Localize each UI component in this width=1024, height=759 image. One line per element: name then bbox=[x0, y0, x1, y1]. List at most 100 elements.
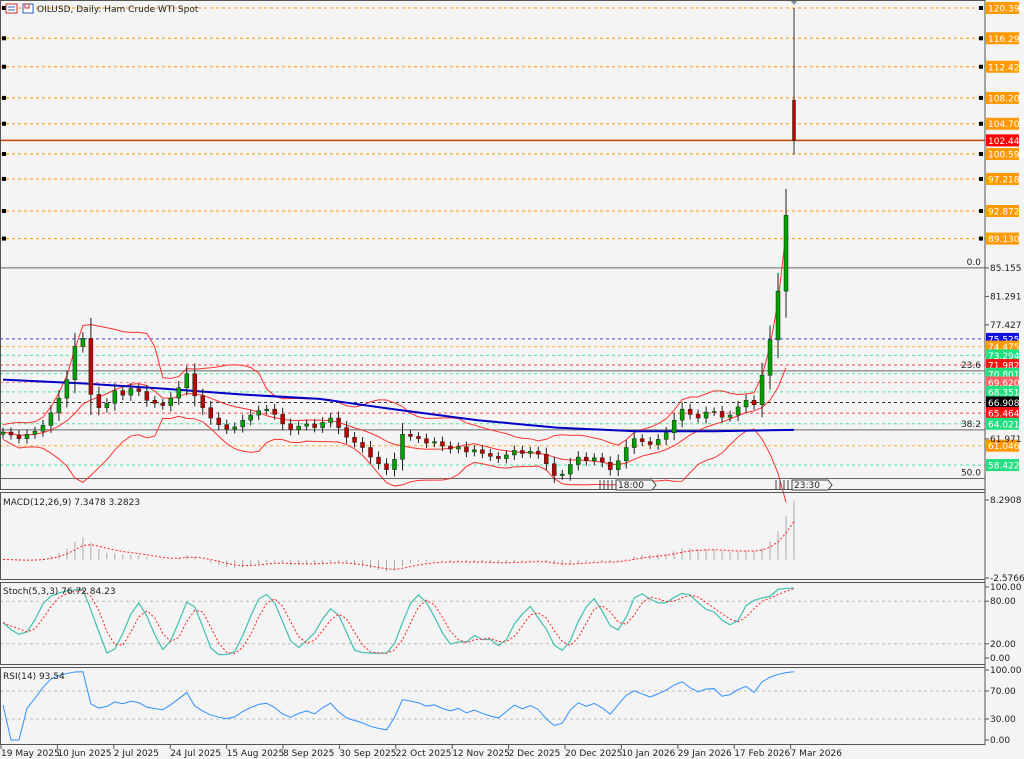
level-handle[interactable] bbox=[2, 236, 6, 241]
rsi-label: RSI(14) 93.54 bbox=[3, 672, 65, 682]
level-price-label: 71.982 bbox=[988, 362, 1020, 372]
candle bbox=[647, 437, 653, 450]
level-handle[interactable] bbox=[2, 152, 6, 157]
candle bbox=[655, 434, 661, 450]
candle bbox=[320, 417, 325, 433]
time-tick-label: 8 Sep 2025 bbox=[283, 749, 334, 759]
time-tick-label: 17 Feb 2026 bbox=[734, 749, 790, 759]
candle bbox=[759, 362, 765, 418]
level-handle[interactable] bbox=[979, 95, 983, 100]
level-price-label: 68.351 bbox=[988, 388, 1020, 398]
candle bbox=[336, 411, 341, 435]
session-marker bbox=[615, 479, 657, 491]
level-handle[interactable] bbox=[979, 152, 983, 157]
menu-icon[interactable] bbox=[5, 3, 18, 14]
candle bbox=[599, 452, 605, 468]
level-price-label: 108.203 bbox=[988, 94, 1024, 104]
level-price-label: 69.620 bbox=[988, 379, 1020, 389]
template-icon[interactable] bbox=[22, 3, 34, 14]
candle bbox=[536, 446, 541, 459]
level-handle[interactable] bbox=[979, 176, 983, 181]
candle bbox=[248, 409, 253, 426]
candle bbox=[168, 392, 174, 412]
candle bbox=[703, 406, 709, 424]
candle bbox=[663, 427, 669, 446]
candle bbox=[200, 388, 205, 415]
stochastic-tick-label: 0.00 bbox=[990, 654, 1010, 664]
candle bbox=[96, 386, 102, 416]
candle bbox=[456, 442, 461, 454]
price-tick-label: 61.971 bbox=[990, 435, 1022, 445]
price-series bbox=[0, 0, 798, 503]
level-price-label: 116.292 bbox=[988, 35, 1024, 45]
time-tick-label: 7 Mar 2026 bbox=[791, 749, 843, 759]
fibonacci-label: 23.6 bbox=[961, 361, 981, 371]
candle bbox=[368, 440, 373, 464]
level-handle[interactable] bbox=[979, 208, 983, 213]
candle bbox=[56, 389, 62, 421]
level-handle[interactable] bbox=[979, 64, 983, 69]
candle bbox=[472, 445, 477, 457]
candle bbox=[120, 385, 126, 401]
candle bbox=[272, 403, 277, 420]
time-tick-label: 10 Jan 2026 bbox=[621, 749, 675, 759]
stoch-signal-line bbox=[2, 588, 795, 655]
level-handle[interactable] bbox=[2, 208, 6, 213]
stochastic-label: Stoch(5,3,3) 76.72 84.23 bbox=[3, 587, 116, 597]
candle bbox=[392, 452, 397, 477]
candle bbox=[160, 398, 166, 410]
level-price-tag bbox=[986, 60, 1019, 73]
time-tick-label: 29 Jan 2026 bbox=[678, 749, 732, 759]
candle bbox=[312, 419, 317, 433]
level-price-tag bbox=[986, 385, 1019, 398]
level-price-label: 112.429 bbox=[988, 63, 1024, 73]
level-price-tag bbox=[986, 91, 1019, 104]
candle bbox=[8, 427, 14, 440]
time-tick-label: 22 Oct 2025 bbox=[396, 749, 452, 759]
candle bbox=[767, 325, 773, 390]
level-handle[interactable] bbox=[2, 121, 6, 126]
level-price-label: 92.872 bbox=[988, 207, 1020, 217]
candle bbox=[288, 418, 293, 436]
level-handle[interactable] bbox=[979, 36, 983, 41]
candle bbox=[280, 407, 285, 431]
candle bbox=[520, 445, 525, 458]
moving-average-line bbox=[2, 378, 795, 433]
level-handle[interactable] bbox=[979, 236, 983, 241]
candle bbox=[552, 456, 557, 483]
candle bbox=[783, 188, 789, 318]
level-price-tag bbox=[986, 117, 1019, 130]
level-handle[interactable] bbox=[979, 121, 983, 126]
candle bbox=[560, 469, 565, 480]
candle bbox=[424, 433, 429, 449]
candle bbox=[488, 448, 493, 461]
macd-signal-line bbox=[2, 521, 795, 570]
level-handle[interactable] bbox=[2, 64, 6, 69]
time-tick-label: 24 Jul 2025 bbox=[170, 749, 221, 759]
level-price-tag bbox=[986, 349, 1019, 362]
level-price-tag bbox=[986, 396, 1019, 409]
level-handle[interactable] bbox=[2, 36, 6, 41]
candle bbox=[687, 403, 693, 420]
level-handle[interactable] bbox=[2, 6, 6, 10]
candle bbox=[40, 419, 46, 437]
candle bbox=[352, 431, 357, 448]
level-price-label: 58.422 bbox=[988, 462, 1020, 472]
level-handle[interactable] bbox=[979, 6, 983, 10]
level-price-tag bbox=[986, 439, 1019, 452]
candle bbox=[128, 382, 134, 401]
level-price-label: 89.130 bbox=[988, 235, 1020, 245]
candle bbox=[592, 453, 597, 466]
bollinger-upper bbox=[2, 232, 787, 446]
candle bbox=[48, 405, 54, 433]
level-price-tag bbox=[986, 148, 1019, 161]
stochastic-tick-label: 80.00 bbox=[990, 597, 1016, 607]
session-marker-label: 18:00 bbox=[618, 481, 644, 491]
candle bbox=[432, 437, 437, 448]
level-price-tag bbox=[986, 417, 1019, 430]
level-handle[interactable] bbox=[2, 95, 6, 100]
time-tick-label: 19 May 2025 bbox=[1, 749, 60, 759]
level-handle[interactable] bbox=[2, 176, 6, 181]
